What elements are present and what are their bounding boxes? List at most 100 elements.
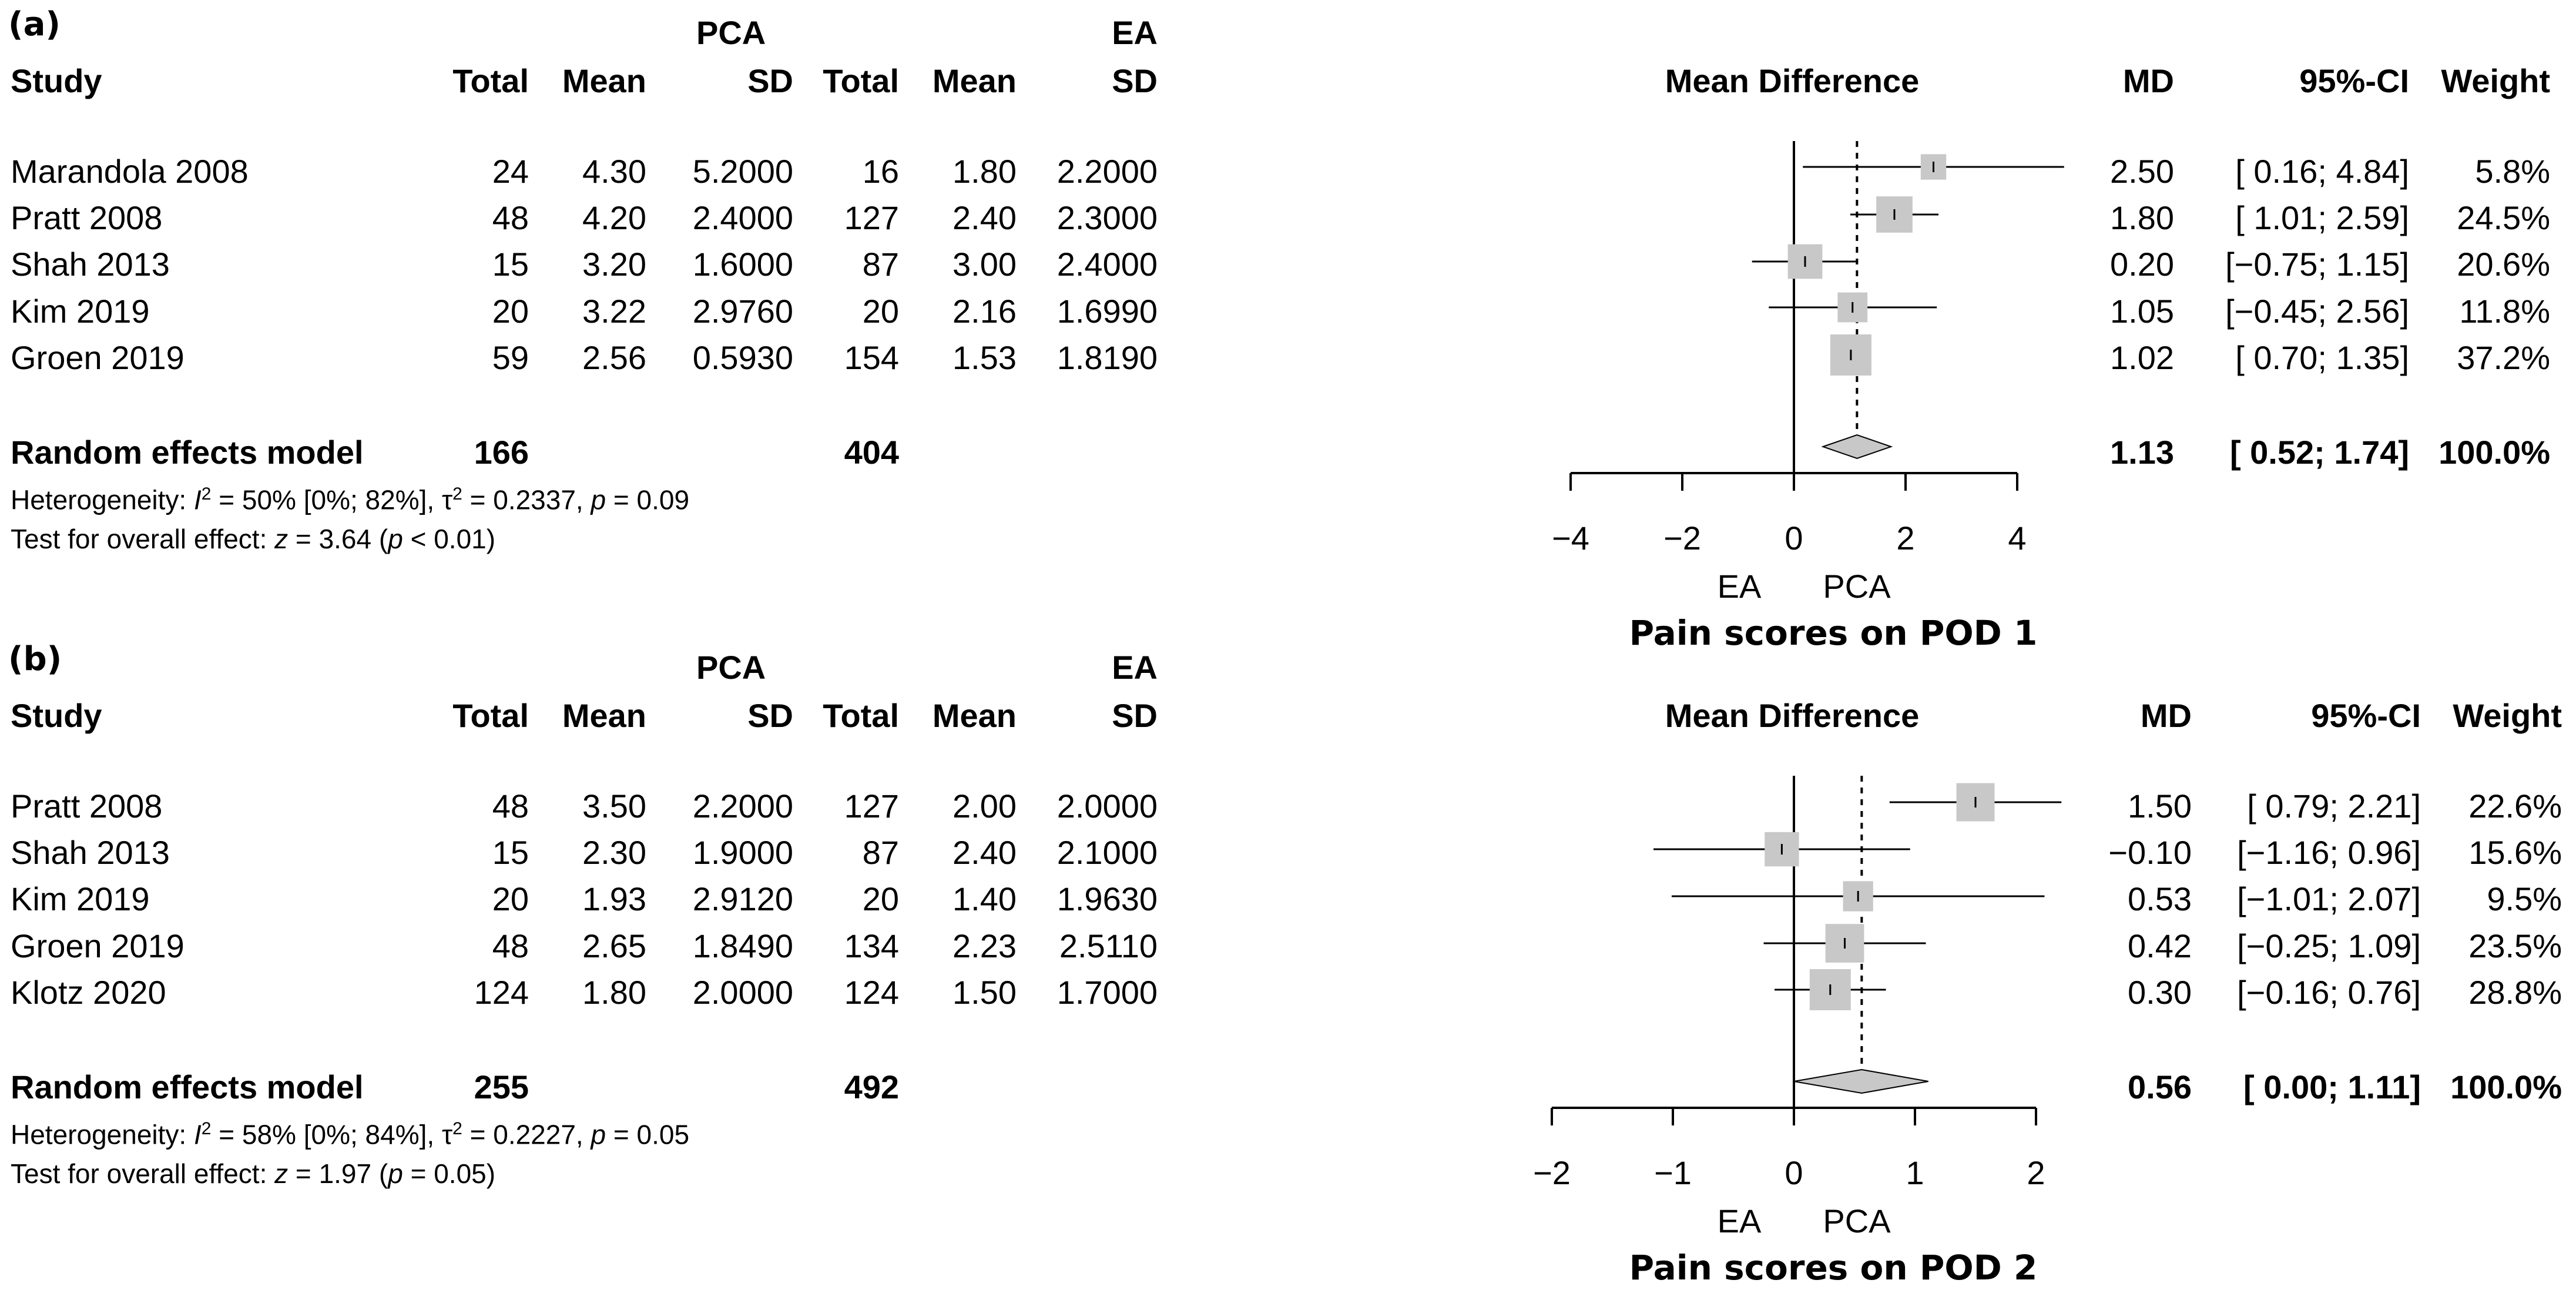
study-name: Shah 2013 [11, 246, 170, 283]
total-c: 87 [862, 246, 899, 283]
total-e: 15 [492, 246, 529, 283]
weight-value: 23.5% [2468, 927, 2562, 964]
mean-e: 2.65 [582, 927, 646, 964]
total-c: 154 [844, 339, 899, 376]
x-tick-label: 0 [1785, 520, 1803, 557]
group-header-experimental: PCA [696, 649, 766, 686]
ci-value: [ 0.16; 4.84] [2235, 153, 2409, 190]
sd-c: 2.5110 [1059, 927, 1158, 964]
sd-e: 2.9760 [692, 293, 793, 330]
pooled-total-c: 404 [844, 434, 899, 471]
pooled-diamond [1793, 1068, 1928, 1094]
col-header-sd-e: SD [747, 697, 793, 734]
x-tick-label: 4 [2008, 520, 2026, 557]
mean-c: 2.16 [952, 293, 1017, 330]
md-value: 0.20 [2110, 246, 2174, 283]
heterogeneity-text: Heterogeneity: I2 = 58% [0%; 84%], τ2 = … [11, 1119, 690, 1150]
sd-c: 2.4000 [1056, 246, 1158, 283]
sd-c: 2.0000 [1056, 788, 1158, 825]
favours-right-label: PCA [1823, 1202, 1891, 1239]
study-name: Groen 2019 [11, 339, 185, 376]
col-header-total-e: Total [452, 62, 529, 99]
mean-c: 2.40 [952, 199, 1017, 236]
total-e: 48 [492, 927, 529, 964]
col-header-total-c: Total [823, 697, 899, 734]
weight-value: 37.2% [2457, 339, 2550, 376]
col-header-effect: Mean Difference [1665, 697, 1920, 734]
forest-plot-panel-b: (b) PCA EA Study Total Mean SD Total Mea… [0, 635, 2576, 1285]
md-value: 1.05 [2110, 293, 2174, 330]
total-c: 127 [844, 788, 899, 825]
weight-value: 11.8% [2459, 293, 2550, 330]
ci-value: [−0.25; 1.09] [2237, 927, 2421, 964]
sd-c: 1.9630 [1056, 880, 1158, 917]
ci-value: [−0.16; 0.76] [2237, 974, 2421, 1011]
study-name: Kim 2019 [11, 880, 150, 917]
pooled-total-c: 492 [844, 1068, 899, 1105]
mean-e: 3.50 [582, 788, 646, 825]
study-name: Pratt 2008 [11, 788, 163, 825]
col-header-md: MD [2140, 697, 2192, 734]
study-name: Groen 2019 [11, 927, 185, 964]
total-e: 48 [492, 199, 529, 236]
sd-c: 2.1000 [1056, 834, 1158, 871]
mean-c: 1.50 [952, 974, 1017, 1011]
ci-value: [−0.75; 1.15] [2225, 246, 2409, 283]
ci-value: [ 0.79; 2.21] [2247, 788, 2421, 825]
sd-c: 2.3000 [1056, 199, 1158, 236]
md-value: 0.42 [2128, 927, 2192, 964]
total-e: 48 [492, 788, 529, 825]
pooled-total-e: 255 [474, 1068, 529, 1105]
col-header-md: MD [2122, 62, 2174, 99]
mean-c: 1.40 [952, 880, 1017, 917]
x-tick-label: 2 [1896, 520, 1914, 557]
pooled-ci: [ 0.52; 1.74] [2229, 434, 2409, 471]
col-header-weight: Weight [2441, 62, 2550, 99]
total-e: 24 [492, 153, 529, 190]
col-header-ci: 95%-CI [2311, 697, 2421, 734]
col-header-study: Study [11, 62, 102, 99]
heterogeneity-text: Heterogeneity: I2 = 50% [0%; 82%], τ2 = … [11, 484, 690, 515]
sd-e: 1.6000 [692, 246, 793, 283]
col-header-sd-c: SD [1112, 697, 1158, 734]
panel-label: (b) [8, 640, 62, 678]
x-tick-label: −1 [1654, 1154, 1692, 1191]
sd-c: 1.8190 [1056, 339, 1158, 376]
weight-value: 22.6% [2468, 788, 2562, 825]
ci-value: [−0.45; 2.56] [2225, 293, 2409, 330]
sd-e: 5.2000 [692, 153, 793, 190]
ci-value: [−1.01; 2.07] [2237, 880, 2421, 917]
x-tick-label: −2 [1663, 520, 1701, 557]
total-c: 124 [844, 974, 899, 1011]
chart-title: Pain scores on POD 1 [1629, 613, 2038, 653]
md-value: 1.50 [2128, 788, 2192, 825]
sd-e: 2.9120 [692, 880, 793, 917]
study-name: Kim 2019 [11, 293, 150, 330]
overall-effect-text: Test for overall effect: z = 3.64 (p < 0… [11, 524, 496, 554]
col-header-total-e: Total [452, 697, 529, 734]
sd-c: 1.7000 [1056, 974, 1158, 1011]
weight-value: 15.6% [2468, 834, 2562, 871]
total-c: 16 [862, 153, 899, 190]
ci-value: [ 0.70; 1.35] [2235, 339, 2409, 376]
col-header-mean-c: Mean [932, 697, 1017, 734]
x-tick-label: 2 [2027, 1154, 2045, 1191]
mean-c: 2.23 [952, 927, 1017, 964]
mean-c: 1.53 [952, 339, 1017, 376]
mean-e: 2.56 [582, 339, 646, 376]
ci-value: [−1.16; 0.96] [2237, 834, 2421, 871]
col-header-ci: 95%-CI [2299, 62, 2409, 99]
md-value: −0.10 [2108, 834, 2192, 871]
col-header-effect: Mean Difference [1665, 62, 1920, 99]
study-name: Shah 2013 [11, 834, 170, 871]
sd-e: 2.0000 [692, 974, 793, 1011]
panel-label: (a) [8, 5, 61, 43]
pooled-md: 0.56 [2128, 1068, 2192, 1105]
total-e: 15 [492, 834, 529, 871]
md-value: 1.80 [2110, 199, 2174, 236]
weight-value: 28.8% [2468, 974, 2562, 1011]
sd-e: 2.2000 [692, 788, 793, 825]
mean-c: 1.80 [952, 153, 1017, 190]
forest-plot-panel-a: (a) PCA EA Study Total Mean SD Total Mea… [0, 0, 2576, 651]
study-name: Klotz 2020 [11, 974, 166, 1011]
